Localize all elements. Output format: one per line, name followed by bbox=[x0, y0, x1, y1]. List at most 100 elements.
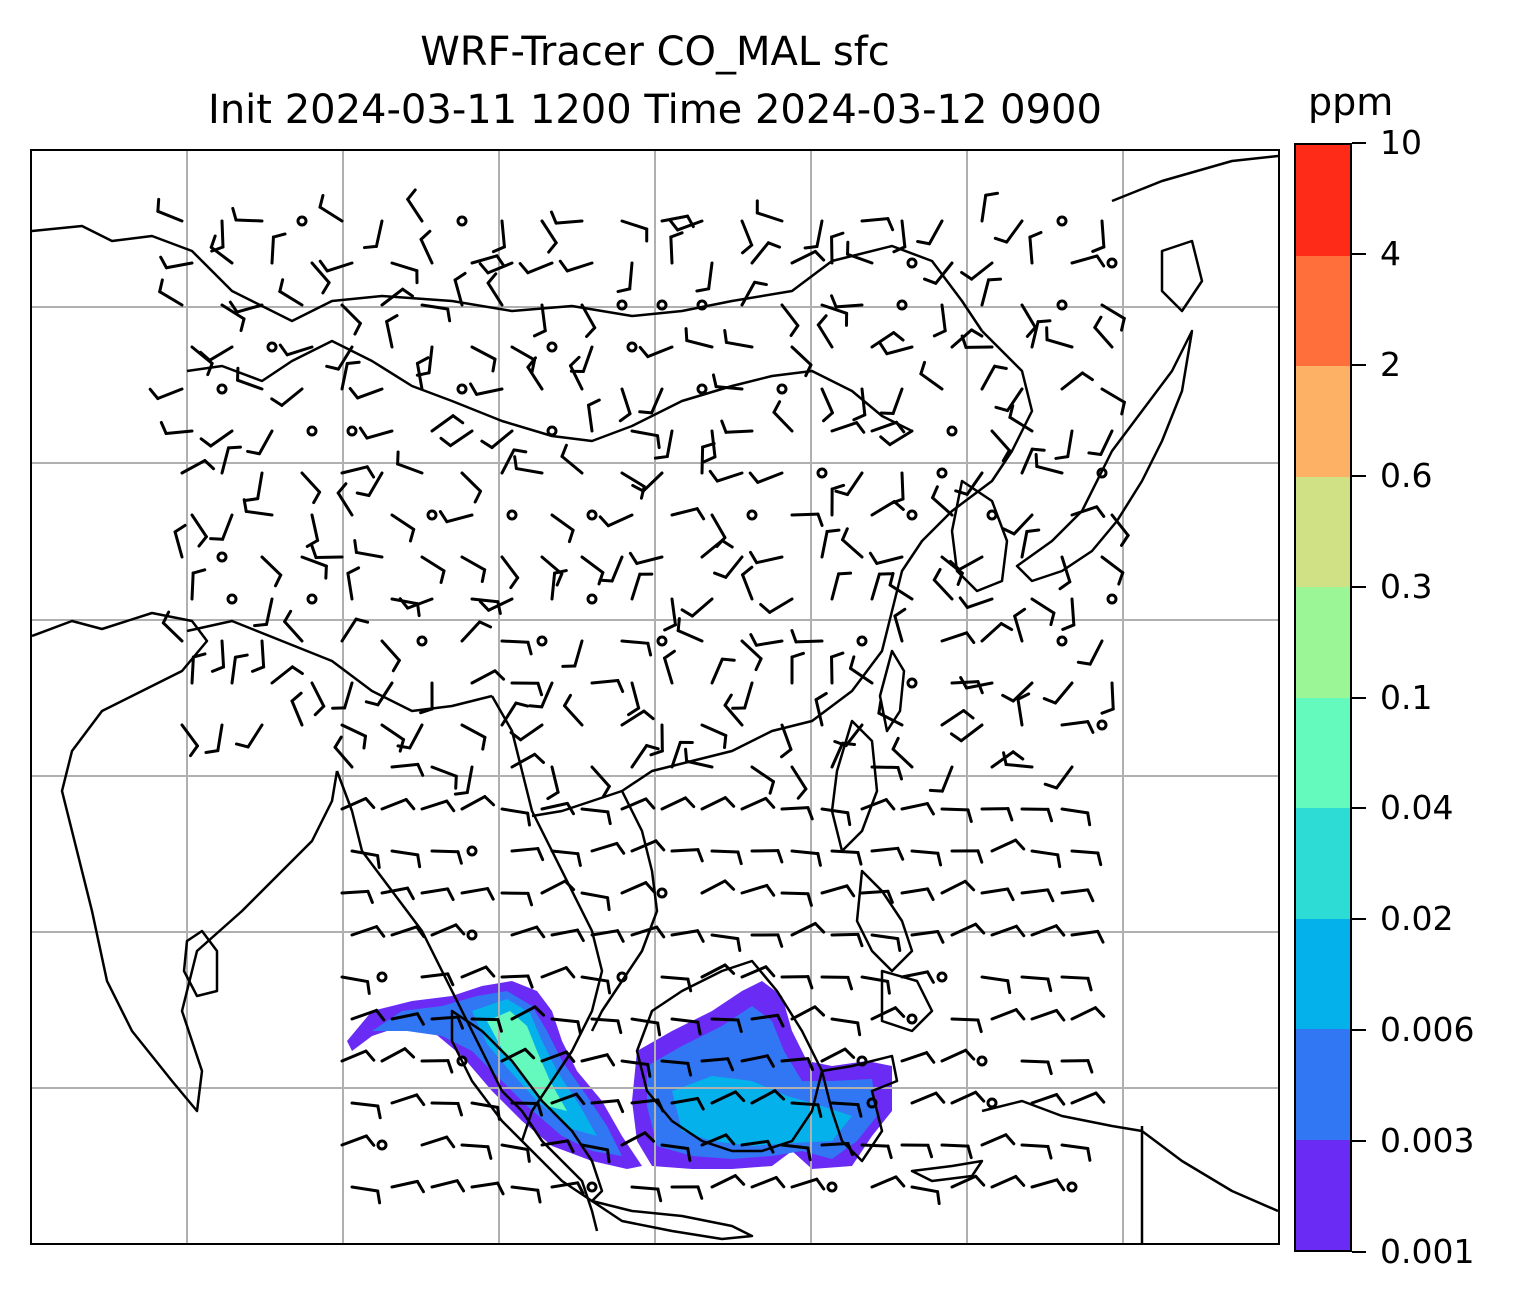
colorbar-tick bbox=[1352, 1140, 1366, 1143]
colorbar-segment bbox=[1296, 255, 1350, 366]
wind-barb bbox=[470, 254, 506, 268]
wind-barb bbox=[550, 513, 575, 544]
wind-barb bbox=[731, 681, 754, 710]
wind-barb bbox=[820, 975, 854, 991]
wind-barb bbox=[1030, 924, 1066, 937]
wind-barb bbox=[830, 231, 845, 265]
wind-barb bbox=[460, 471, 483, 504]
wind-barb bbox=[1020, 528, 1041, 559]
wind-barb bbox=[960, 261, 994, 281]
wind-barb bbox=[348, 387, 384, 400]
wind-barb bbox=[870, 765, 903, 781]
wind-barb bbox=[710, 849, 743, 866]
wind-barb bbox=[204, 723, 224, 754]
calm-marker bbox=[906, 1013, 918, 1025]
wind-barb bbox=[772, 400, 794, 433]
wind-barb bbox=[500, 974, 534, 989]
wind-barb bbox=[990, 429, 1011, 463]
wind-barb bbox=[990, 924, 1026, 938]
wind-barb bbox=[750, 1013, 785, 1028]
wind-barb bbox=[620, 1059, 652, 1078]
calm-marker bbox=[266, 341, 278, 353]
calm-marker bbox=[746, 509, 758, 521]
calm-marker bbox=[896, 299, 908, 311]
wind-barb bbox=[790, 249, 826, 265]
wind-barb bbox=[199, 345, 234, 362]
wind-barb bbox=[540, 1050, 576, 1063]
wind-barb bbox=[419, 229, 434, 265]
wind-barb bbox=[1030, 1008, 1066, 1022]
wind-barb bbox=[669, 231, 684, 265]
colorbar-segment bbox=[1296, 1139, 1350, 1250]
wind-barb bbox=[159, 255, 194, 270]
wind-barb bbox=[470, 1181, 505, 1196]
wind-barb bbox=[893, 607, 907, 643]
wind-barb bbox=[220, 445, 242, 475]
wind-barb bbox=[860, 1143, 893, 1160]
wind-barb bbox=[310, 544, 344, 560]
colorbar-segment bbox=[1296, 918, 1350, 1029]
coast-china-east bbox=[531, 330, 1034, 818]
wind-barb bbox=[278, 278, 304, 307]
wind-barb bbox=[910, 849, 943, 867]
wind-barb bbox=[1045, 326, 1074, 349]
wind-barb bbox=[513, 455, 544, 475]
calm-wind-markers bbox=[216, 215, 1118, 1193]
wind-barb bbox=[670, 929, 705, 943]
wind-barb bbox=[550, 1017, 582, 1035]
wind-barb bbox=[740, 796, 776, 811]
wind-barb bbox=[491, 219, 506, 254]
wind-barb bbox=[1020, 888, 1055, 903]
colorbar-tick-label: 0.003 bbox=[1380, 1121, 1475, 1161]
wind-barb bbox=[396, 723, 424, 750]
wind-barb bbox=[156, 197, 184, 223]
wind-barb bbox=[740, 639, 763, 672]
colorbar-segment bbox=[1296, 807, 1350, 919]
wind-barb bbox=[990, 750, 1025, 769]
map-panel[interactable] bbox=[30, 149, 1280, 1245]
wind-barbs bbox=[148, 188, 1130, 1206]
wind-barb bbox=[916, 219, 944, 246]
coast-vietnam bbox=[590, 790, 659, 1032]
wind-barb bbox=[860, 975, 891, 995]
wind-barb bbox=[420, 972, 455, 987]
wind-barb bbox=[790, 1177, 826, 1191]
wind-barb bbox=[453, 271, 467, 307]
wind-barb bbox=[419, 681, 434, 715]
tracer-contour bbox=[672, 1076, 852, 1146]
wind-barb bbox=[879, 429, 914, 447]
calm-marker bbox=[1056, 299, 1068, 311]
wind-barb bbox=[790, 345, 813, 378]
wind-barb bbox=[460, 620, 493, 643]
calm-marker bbox=[306, 425, 318, 437]
wind-barb bbox=[820, 528, 841, 559]
chart-title-line1: WRF-Tracer CO_MAL sfc bbox=[420, 29, 890, 75]
colorbar-unit: ppm bbox=[1308, 80, 1394, 124]
wind-barb bbox=[1100, 681, 1115, 715]
calm-marker bbox=[656, 887, 668, 899]
wind-barb bbox=[900, 802, 935, 816]
wind-barb bbox=[362, 219, 384, 250]
wind-barb bbox=[870, 500, 905, 517]
wind-barb bbox=[460, 795, 496, 811]
wind-barb bbox=[510, 345, 537, 374]
calm-marker bbox=[986, 509, 998, 521]
wind-barb bbox=[1020, 447, 1046, 475]
wind-barb bbox=[546, 765, 560, 801]
calm-marker bbox=[1106, 593, 1118, 605]
colorbar-segment bbox=[1296, 476, 1350, 587]
wind-barb bbox=[430, 849, 463, 865]
wind-barb bbox=[670, 740, 694, 769]
wind-barb bbox=[780, 975, 814, 990]
wind-barb bbox=[868, 551, 904, 565]
wind-barb bbox=[980, 975, 1012, 995]
wind-barb bbox=[830, 849, 863, 866]
wind-barb bbox=[590, 765, 611, 799]
wind-barb bbox=[620, 1131, 656, 1147]
wind-barb bbox=[420, 1059, 454, 1074]
wind-barb bbox=[749, 633, 784, 647]
wind-barb bbox=[960, 334, 994, 349]
wind-barb bbox=[569, 345, 594, 374]
colorbar-segment bbox=[1296, 1028, 1350, 1140]
wind-barb bbox=[1054, 429, 1074, 460]
